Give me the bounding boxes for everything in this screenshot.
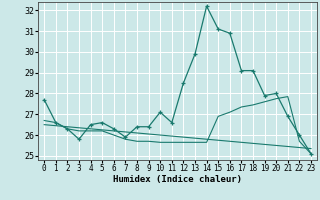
X-axis label: Humidex (Indice chaleur): Humidex (Indice chaleur) [113, 175, 242, 184]
